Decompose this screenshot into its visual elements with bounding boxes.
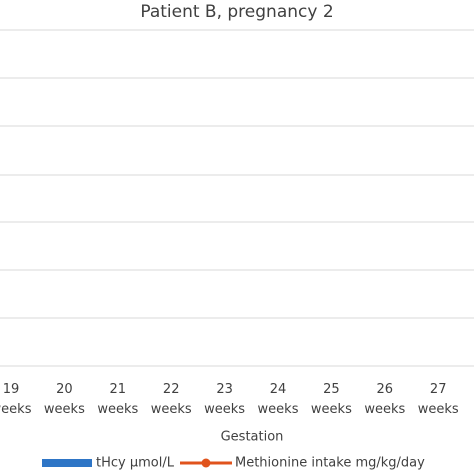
chart-title: Patient B, pregnancy 2 (140, 2, 333, 22)
gridlines (0, 29, 474, 367)
x-tick-label: 24 weeks (258, 382, 299, 417)
x-tick-label: 22 weeks (151, 382, 192, 417)
x-tick-label: 23 weeks (204, 382, 245, 417)
x-tick-label: 19weeks (0, 382, 32, 417)
x-tick-label: 21 weeks (97, 382, 138, 417)
legend-swatch (42, 459, 92, 467)
x-axis-title: Gestation (221, 430, 284, 445)
x-tick-label: 27 weeks (418, 382, 459, 417)
legend-marker (201, 458, 211, 468)
x-tick-label: 25 weeks (311, 382, 352, 417)
legend-label: Methionine intake mg/kg/day (235, 456, 425, 471)
x-tick-label: 20 weeks (44, 382, 85, 417)
legend-label: tHcy µmol/L (96, 456, 175, 471)
x-tick-label: 26 weeks (364, 382, 405, 417)
